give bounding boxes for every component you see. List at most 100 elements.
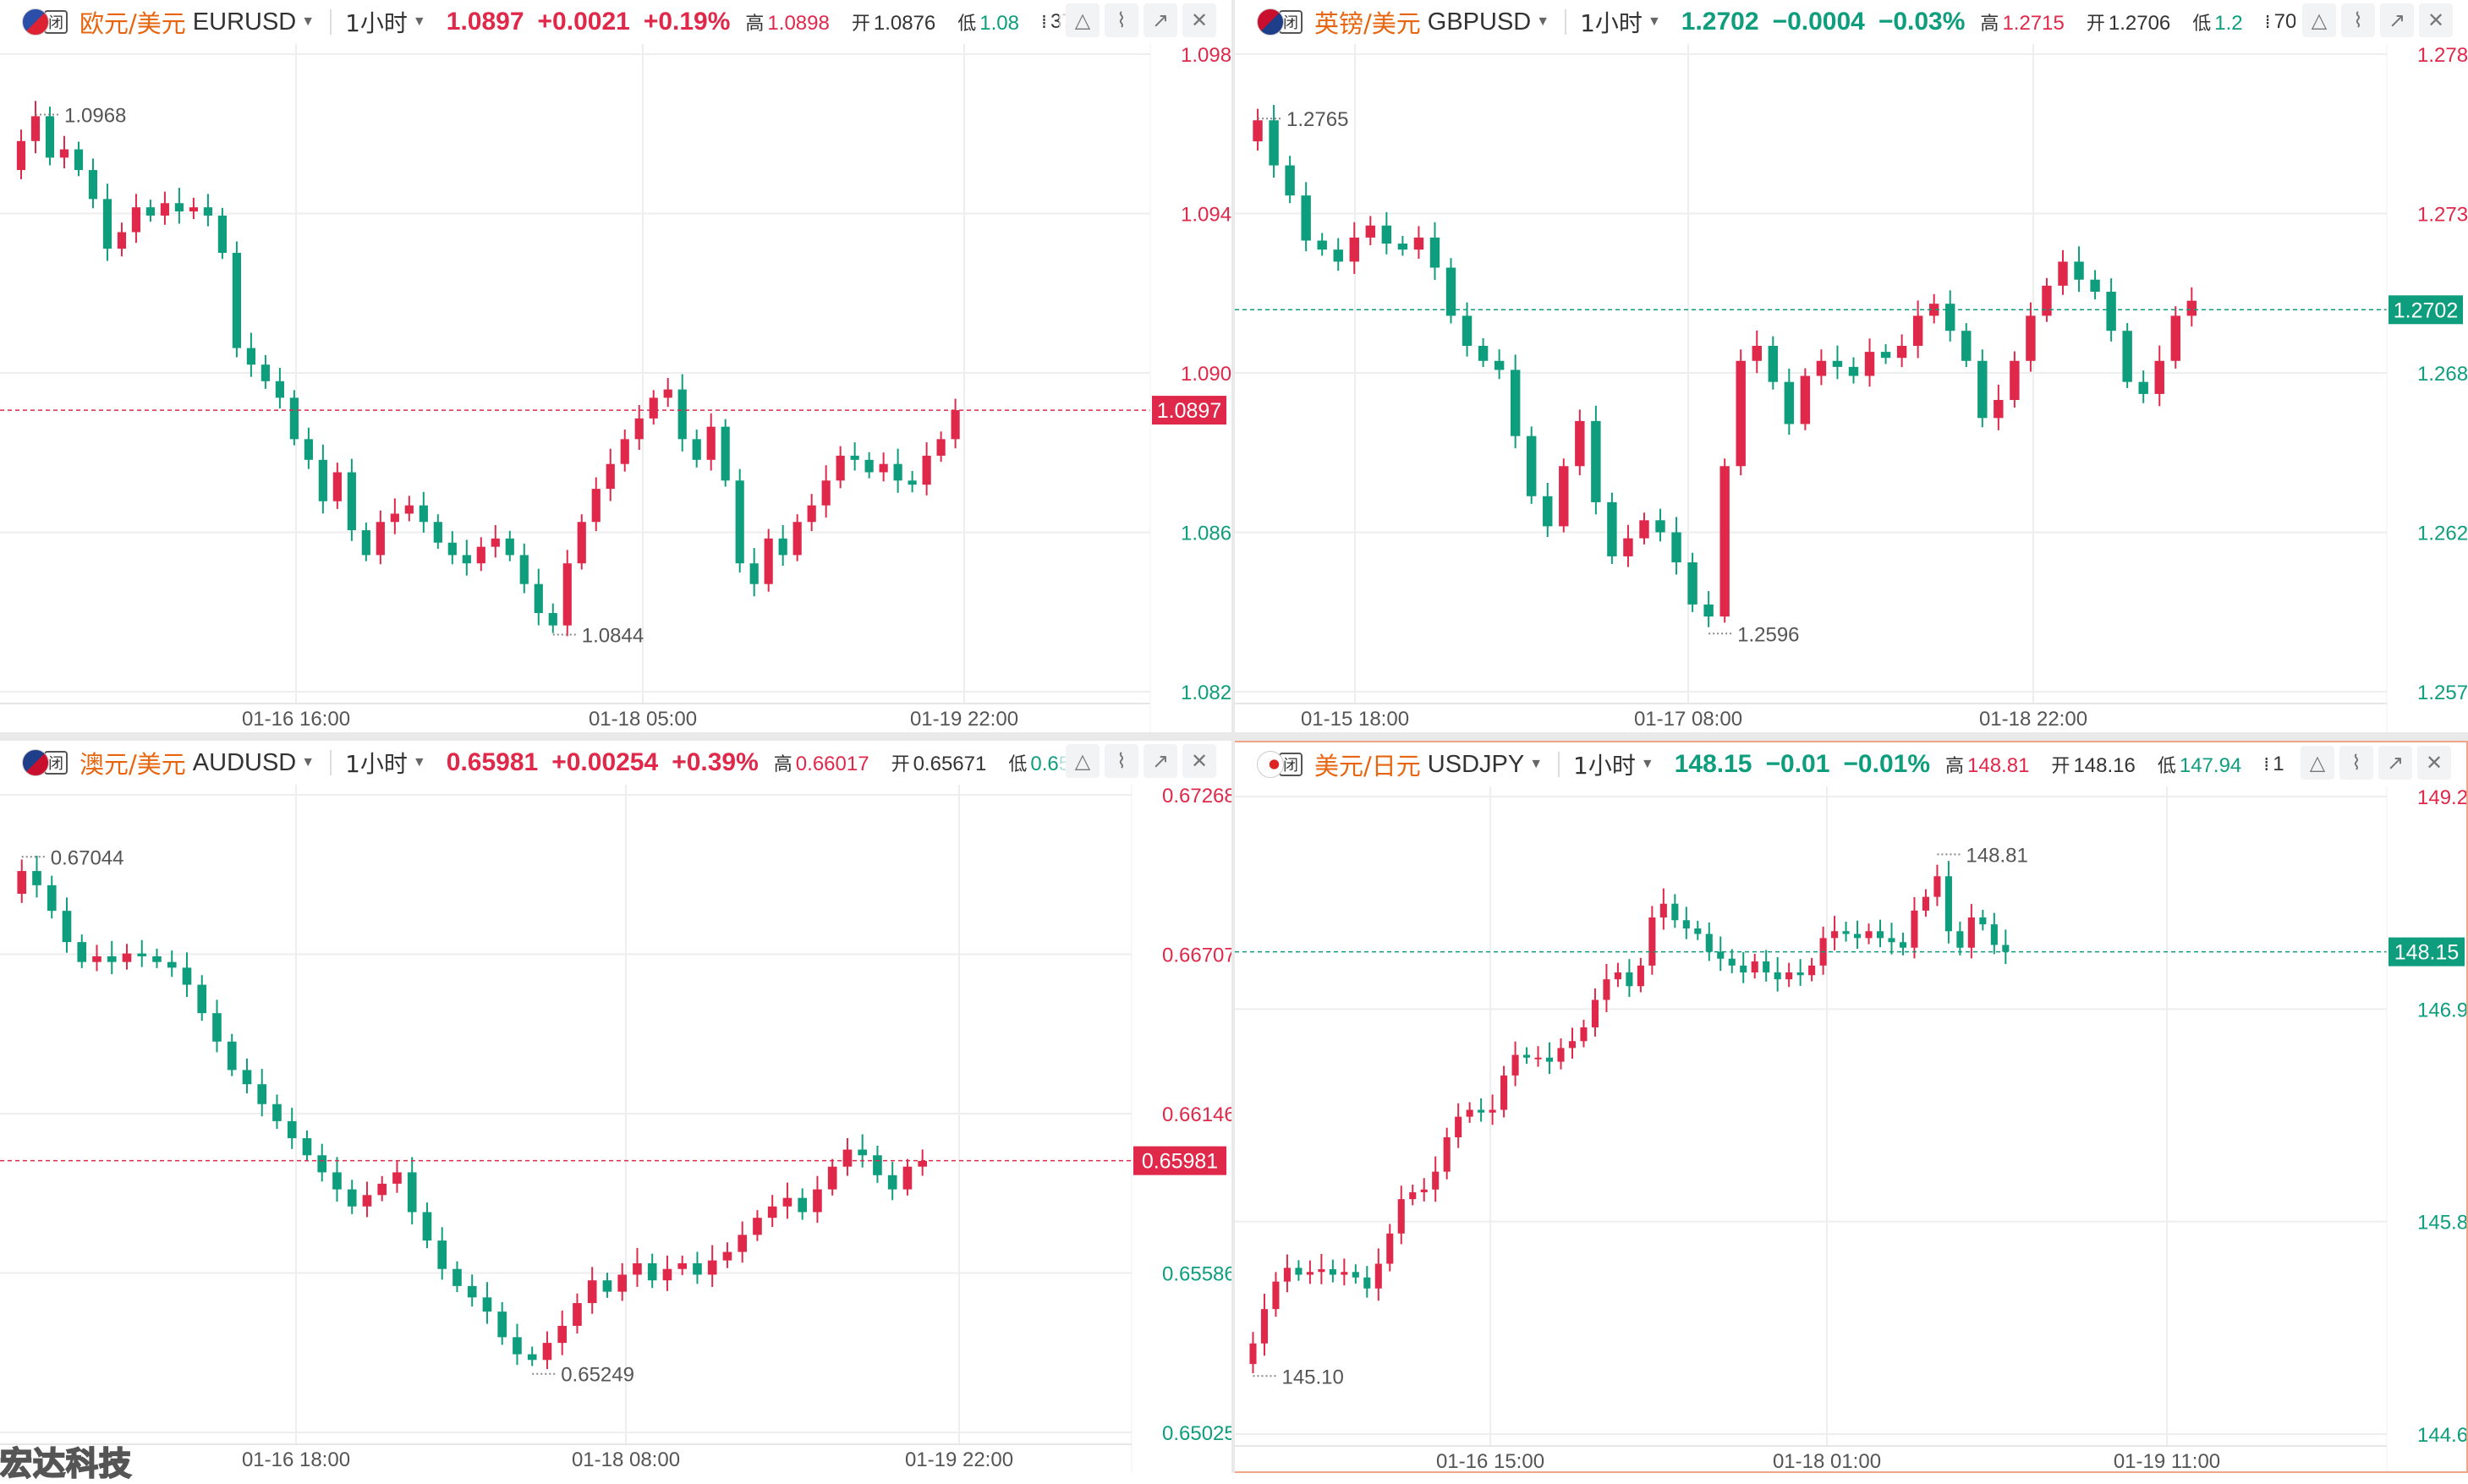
close-icon[interactable]: ✕ (2417, 746, 2451, 780)
candle[interactable] (1349, 222, 1359, 274)
candle[interactable] (1819, 926, 1827, 975)
candle[interactable] (918, 1149, 928, 1176)
close-icon[interactable]: ✕ (1182, 744, 1216, 778)
candle[interactable] (649, 390, 658, 425)
candle[interactable] (1614, 962, 1621, 988)
candle[interactable] (1979, 909, 1987, 931)
candle[interactable] (858, 1134, 868, 1168)
candle[interactable] (117, 222, 127, 257)
candle[interactable] (287, 1108, 297, 1149)
interval-selector[interactable]: 1小时 (1573, 752, 1636, 780)
candle[interactable] (836, 446, 845, 489)
candle[interactable] (88, 158, 98, 209)
fullscreen-icon[interactable]: ↗ (2378, 746, 2412, 780)
candle[interactable] (1623, 524, 1633, 567)
candle[interactable] (1445, 258, 1456, 324)
candle[interactable] (873, 1145, 882, 1183)
candle[interactable] (1511, 1041, 1519, 1087)
candle[interactable] (807, 494, 816, 532)
candle[interactable] (182, 952, 192, 998)
candle[interactable] (212, 999, 222, 1053)
candle[interactable] (1478, 337, 1489, 368)
chevron-down-icon[interactable]: ▼ (1536, 14, 1550, 29)
candle[interactable] (864, 452, 874, 479)
candle[interactable] (1796, 959, 1804, 986)
candle[interactable] (1719, 458, 1730, 623)
candle[interactable] (122, 944, 132, 970)
candle[interactable] (1832, 345, 1843, 380)
candle[interactable] (1283, 1254, 1291, 1293)
candle[interactable] (782, 1182, 793, 1219)
candle[interactable] (217, 207, 228, 260)
candlestick-chart[interactable]: 1.0983 1.0945 1.0906 1.0867 1.0829 01-16 16:0… (0, 44, 1231, 732)
candle[interactable] (1736, 349, 1746, 476)
candle[interactable] (1740, 952, 1747, 983)
candle[interactable] (59, 135, 69, 169)
candle[interactable] (1420, 1178, 1428, 1202)
pair-name[interactable]: 英镑/美元 (1314, 9, 1421, 38)
candle[interactable] (47, 875, 57, 919)
candle[interactable] (893, 448, 902, 493)
candle[interactable] (197, 975, 207, 1021)
indicator-icon[interactable]: △ (2302, 3, 2336, 37)
candle[interactable] (1260, 1294, 1269, 1356)
candle[interactable] (167, 950, 177, 977)
candle[interactable] (1301, 182, 1311, 252)
candle[interactable] (482, 1282, 492, 1324)
candle[interactable] (1816, 349, 1827, 386)
candle[interactable] (542, 1331, 552, 1370)
candle[interactable] (347, 1180, 357, 1214)
candle[interactable] (1466, 1102, 1473, 1123)
candle[interactable] (1409, 1184, 1417, 1206)
candle[interactable] (1317, 233, 1327, 256)
candle[interactable] (1397, 236, 1408, 256)
candle[interactable] (1899, 932, 1907, 956)
candle[interactable] (767, 1195, 777, 1228)
candle[interactable] (332, 1157, 342, 1202)
candle[interactable] (392, 1160, 402, 1193)
candle[interactable] (2074, 246, 2084, 293)
candle[interactable] (1333, 238, 1343, 271)
candle[interactable] (1682, 906, 1690, 939)
candle[interactable] (1626, 959, 1633, 997)
candle[interactable] (232, 241, 242, 358)
candle[interactable] (1413, 226, 1424, 260)
candle[interactable] (1295, 1260, 1303, 1281)
candle[interactable] (573, 1293, 582, 1333)
fullscreen-icon[interactable]: ↗ (2380, 3, 2414, 37)
chevron-down-icon[interactable]: ▼ (1529, 757, 1544, 771)
interval-selector[interactable]: 1小时 (345, 750, 408, 778)
candle[interactable] (227, 1033, 237, 1076)
pair-symbol[interactable]: USDJPY (1427, 750, 1525, 778)
candle[interactable] (735, 468, 744, 573)
candle[interactable] (519, 543, 529, 594)
candle[interactable] (1671, 894, 1679, 928)
candle[interactable] (390, 498, 399, 534)
candle[interactable] (633, 1247, 642, 1287)
close-icon[interactable]: ✕ (1182, 3, 1216, 37)
candle[interactable] (677, 374, 687, 452)
candle[interactable] (1329, 1259, 1336, 1283)
candle[interactable] (951, 398, 960, 449)
candle[interactable] (842, 1137, 853, 1176)
fullscreen-icon[interactable]: ↗ (1144, 3, 1177, 37)
candle[interactable] (1659, 888, 1667, 930)
candle[interactable] (1523, 1047, 1531, 1064)
candle[interactable] (663, 378, 672, 408)
candle[interactable] (1478, 1098, 1485, 1122)
candle[interactable] (1575, 409, 1585, 476)
candle[interactable] (77, 934, 87, 968)
candle[interactable] (102, 183, 112, 261)
candle[interactable] (1888, 923, 1895, 955)
candle[interactable] (1977, 349, 1988, 428)
candle[interactable] (1880, 344, 1891, 364)
candle[interactable] (1876, 919, 1884, 948)
candle[interactable] (347, 458, 356, 541)
candle[interactable] (419, 491, 428, 533)
candle[interactable] (647, 1253, 657, 1289)
pair-name[interactable]: 美元/日元 (1314, 752, 1421, 780)
candle[interactable] (1990, 912, 1998, 955)
candle[interactable] (452, 1261, 462, 1293)
candle[interactable] (505, 530, 514, 561)
candle[interactable] (902, 1158, 913, 1196)
